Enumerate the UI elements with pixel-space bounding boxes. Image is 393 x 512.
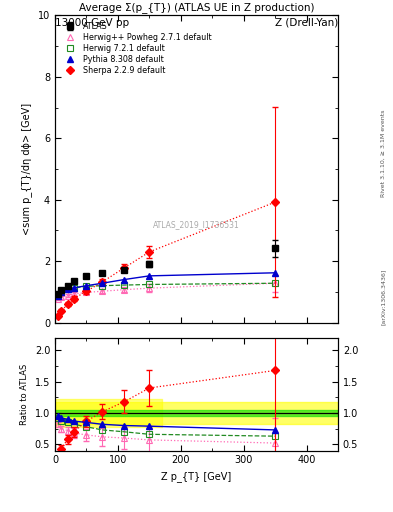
Herwig++ Powheg 2.7.1 default xyxy=(65,292,70,298)
Herwig 7.2.1 default xyxy=(122,282,127,288)
Herwig 7.2.1 default xyxy=(84,283,89,289)
Sherpa 2.2.9 default xyxy=(122,265,127,271)
Text: Rivet 3.1.10, ≥ 3.1M events: Rivet 3.1.10, ≥ 3.1M events xyxy=(381,110,386,197)
Line: Sherpa 2.2.9 default: Sherpa 2.2.9 default xyxy=(55,199,278,318)
Herwig 7.2.1 default xyxy=(72,285,76,291)
Sherpa 2.2.9 default xyxy=(56,313,61,319)
Herwig++ Powheg 2.7.1 default xyxy=(147,285,152,291)
Legend: ATLAS, Herwig++ Powheg 2.7.1 default, Herwig 7.2.1 default, Pythia 8.308 default: ATLAS, Herwig++ Powheg 2.7.1 default, He… xyxy=(59,19,214,77)
Text: [arXiv:1306.3436]: [arXiv:1306.3436] xyxy=(381,269,386,325)
Herwig++ Powheg 2.7.1 default xyxy=(59,294,64,301)
Herwig++ Powheg 2.7.1 default xyxy=(122,287,127,293)
Text: 13000 GeV pp: 13000 GeV pp xyxy=(55,18,129,28)
Text: Z (Drell-Yan): Z (Drell-Yan) xyxy=(275,18,338,28)
Herwig 7.2.1 default xyxy=(147,282,152,288)
Pythia 8.308 default xyxy=(122,276,127,283)
Herwig++ Powheg 2.7.1 default xyxy=(56,295,61,302)
Y-axis label: <sum p_{T}/dη dϕ> [GeV]: <sum p_{T}/dη dϕ> [GeV] xyxy=(22,103,32,235)
Title: Average Σ(p_{T}) (ATLAS UE in Z production): Average Σ(p_{T}) (ATLAS UE in Z producti… xyxy=(79,2,314,13)
Herwig 7.2.1 default xyxy=(65,286,70,292)
Sherpa 2.2.9 default xyxy=(59,308,64,314)
Y-axis label: Ratio to ATLAS: Ratio to ATLAS xyxy=(20,364,29,425)
X-axis label: Z p_{T} [GeV]: Z p_{T} [GeV] xyxy=(162,471,231,482)
Pythia 8.308 default xyxy=(72,285,76,291)
Pythia 8.308 default xyxy=(273,270,277,276)
Sherpa 2.2.9 default xyxy=(65,301,70,307)
Sherpa 2.2.9 default xyxy=(84,288,89,294)
Herwig++ Powheg 2.7.1 default xyxy=(72,291,76,297)
Line: Herwig++ Powheg 2.7.1 default: Herwig++ Powheg 2.7.1 default xyxy=(55,281,278,302)
Pythia 8.308 default xyxy=(84,283,89,289)
Herwig++ Powheg 2.7.1 default xyxy=(273,280,277,286)
Herwig++ Powheg 2.7.1 default xyxy=(84,289,89,295)
Text: ATLAS_2019_I1736531: ATLAS_2019_I1736531 xyxy=(153,220,240,229)
Line: Pythia 8.308 default: Pythia 8.308 default xyxy=(55,270,278,298)
Herwig 7.2.1 default xyxy=(273,280,277,286)
Pythia 8.308 default xyxy=(56,292,61,298)
Herwig 7.2.1 default xyxy=(56,292,61,298)
Herwig 7.2.1 default xyxy=(59,289,64,295)
Pythia 8.308 default xyxy=(100,280,105,286)
Sherpa 2.2.9 default xyxy=(273,199,277,205)
Herwig 7.2.1 default xyxy=(100,283,105,289)
Pythia 8.308 default xyxy=(59,289,64,295)
Sherpa 2.2.9 default xyxy=(147,249,152,255)
Sherpa 2.2.9 default xyxy=(100,279,105,285)
Pythia 8.308 default xyxy=(65,286,70,292)
Herwig++ Powheg 2.7.1 default xyxy=(100,288,105,294)
Sherpa 2.2.9 default xyxy=(72,295,76,302)
Line: Herwig 7.2.1 default: Herwig 7.2.1 default xyxy=(55,281,278,298)
Pythia 8.308 default xyxy=(147,273,152,279)
